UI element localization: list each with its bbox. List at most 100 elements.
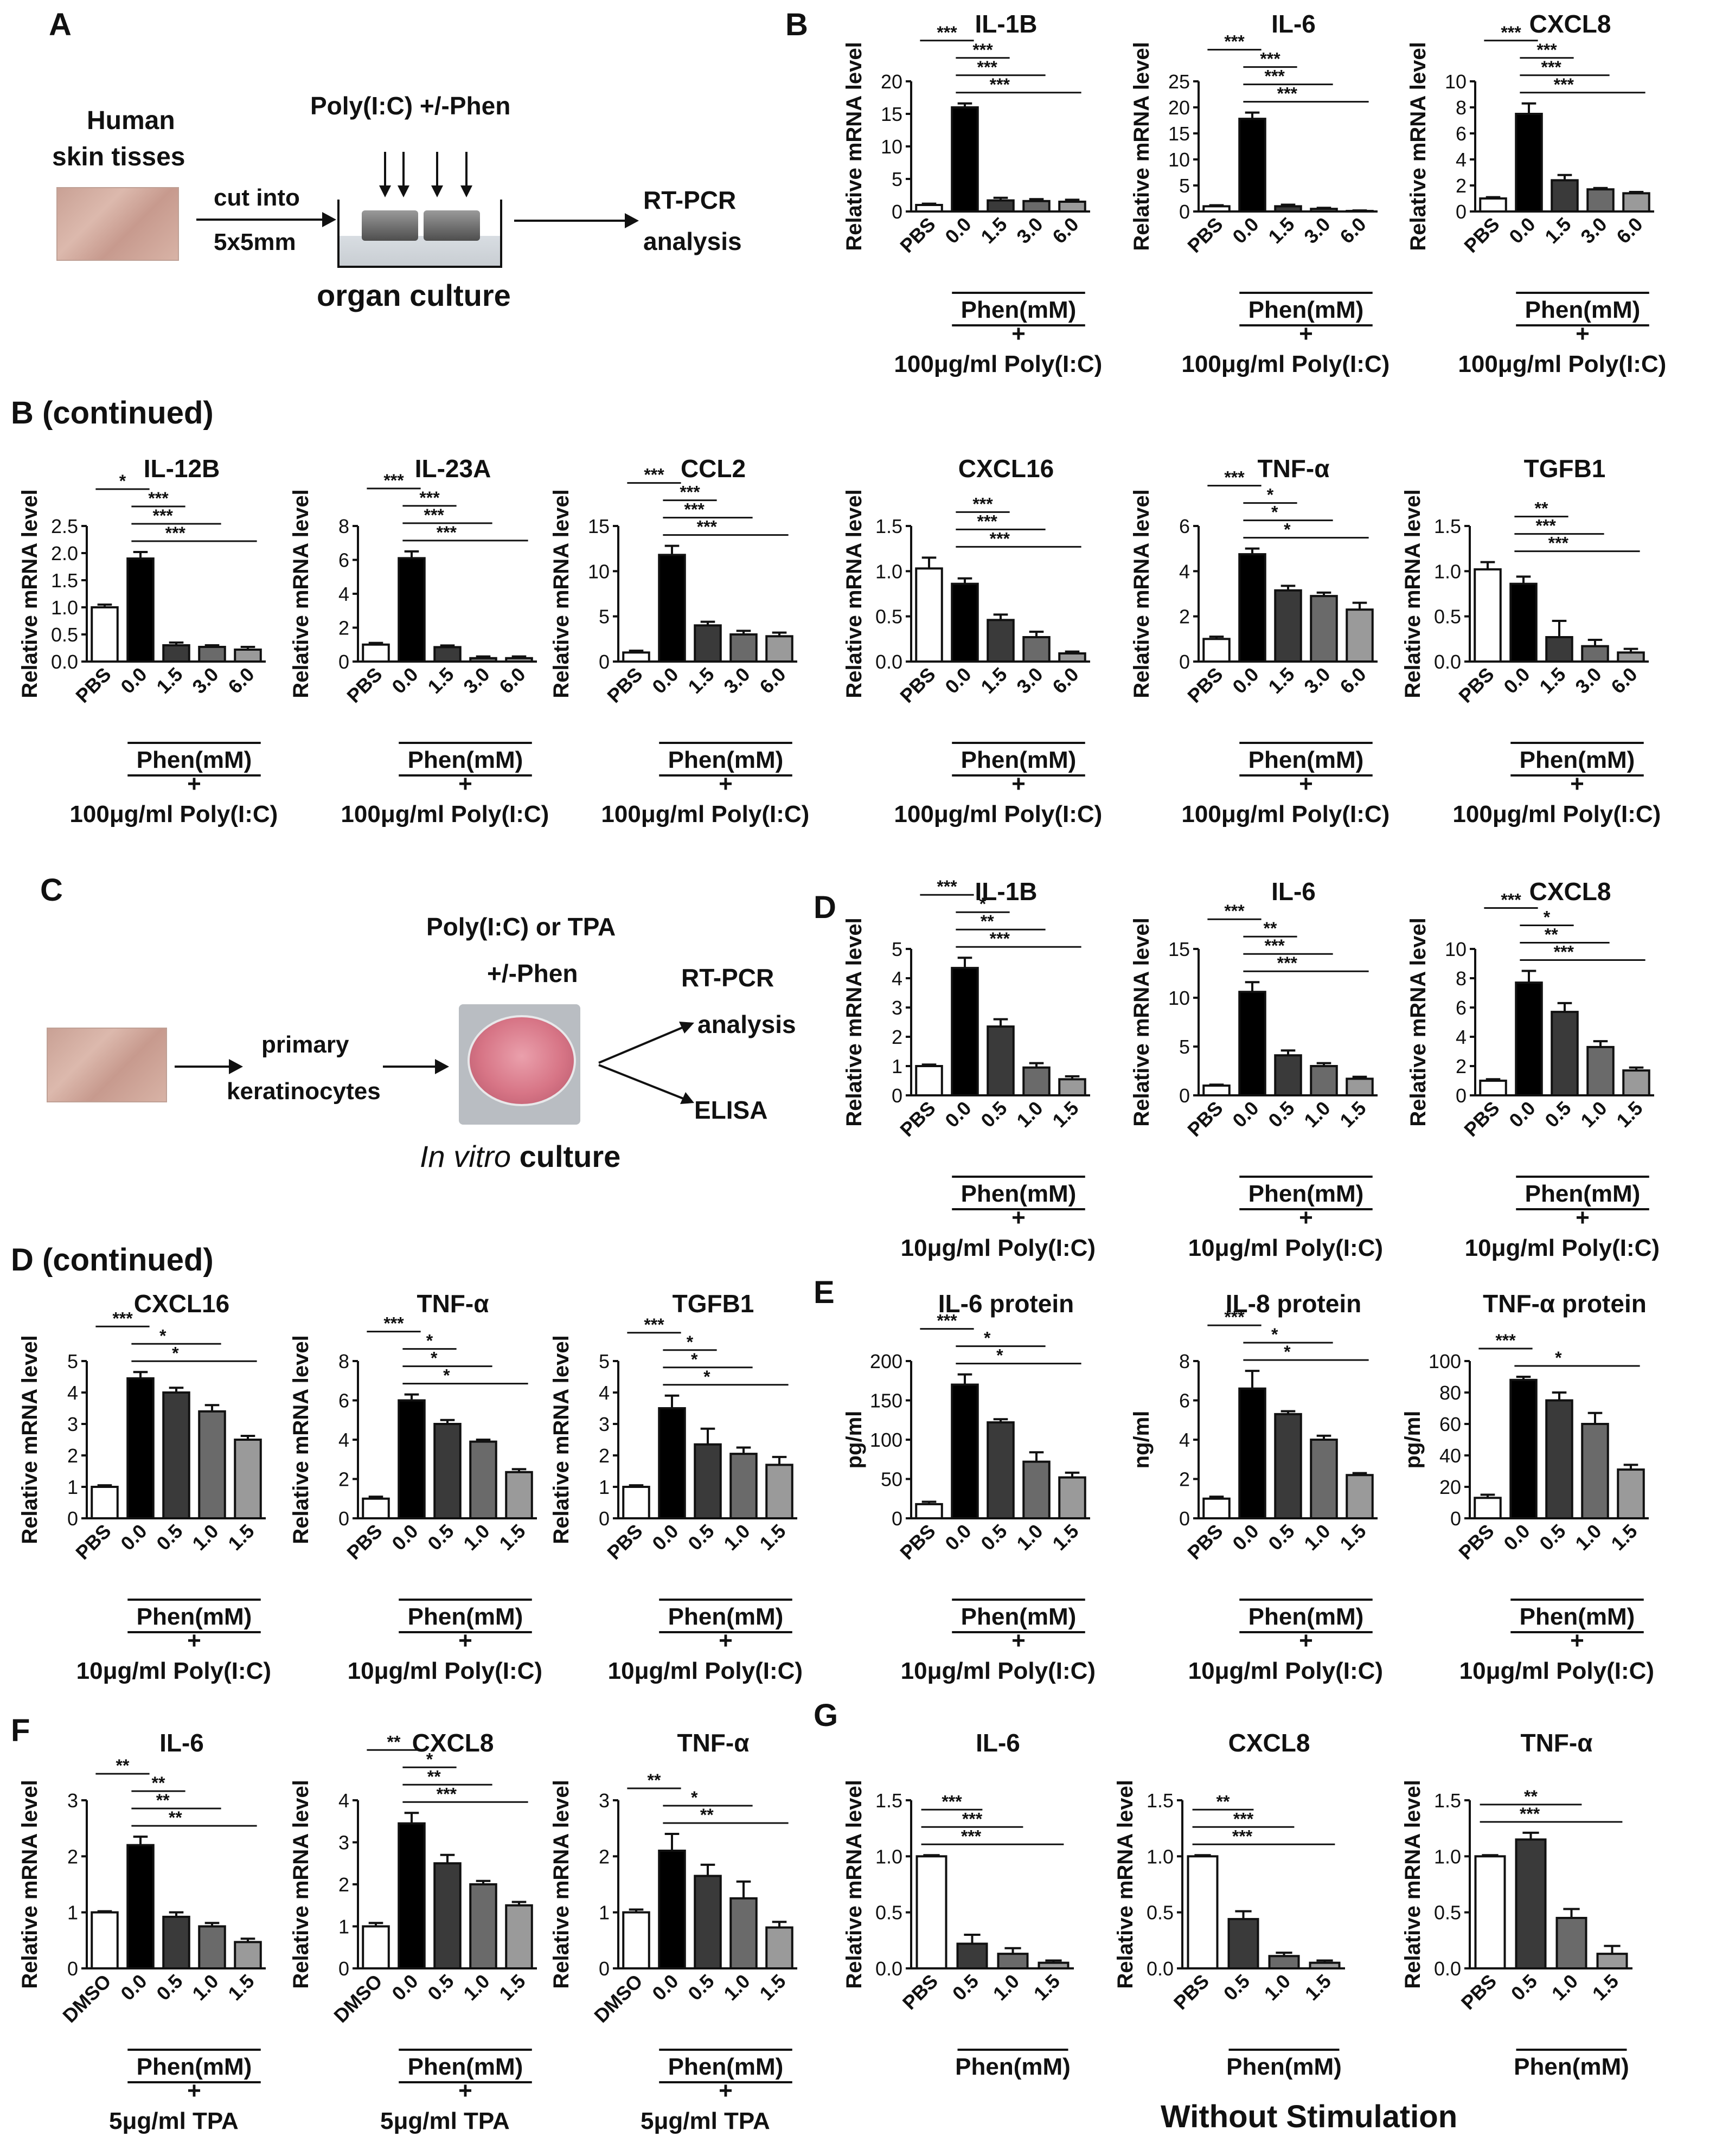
x-tick-label: 1.5 xyxy=(683,663,718,698)
bar xyxy=(1474,568,1502,663)
panel-label-c: C xyxy=(40,872,63,908)
y-tick-label: 150 xyxy=(870,1390,902,1412)
significance-label: * xyxy=(687,1332,694,1352)
x-tick-label: 1.0 xyxy=(188,1520,222,1555)
bar xyxy=(505,657,533,663)
x-tick-label: 1.5 xyxy=(1535,663,1570,698)
chart-title: CCL2 xyxy=(681,454,746,483)
panel-label-e: E xyxy=(814,1275,835,1310)
y-tick-label: 2 xyxy=(67,1845,78,1868)
significance-label: ** xyxy=(1545,925,1558,945)
bar xyxy=(126,557,155,663)
significance-label: *** xyxy=(1536,516,1557,536)
y-tick-label: 0.0 xyxy=(1434,1958,1461,1980)
y-axis-label: Relative mRNA level xyxy=(842,489,866,698)
arrow-down-icon xyxy=(460,152,472,197)
x-tick-label: 0.5 xyxy=(1264,1520,1298,1555)
tissue-piece-left xyxy=(362,210,418,241)
treatment-phen-label-c: +/-Phen xyxy=(487,959,578,987)
x-tick-label: 0.0 xyxy=(648,1970,682,2005)
treatment-label: 100μg/ml Poly(I:C) xyxy=(1458,351,1666,377)
significance-label: *** xyxy=(1224,901,1245,921)
bar xyxy=(1274,205,1302,213)
significance-label: ** xyxy=(1524,1787,1538,1806)
bar xyxy=(1515,1838,1547,1969)
panel-label-b-cont: B (continued) xyxy=(11,395,214,431)
significance-label: *** xyxy=(1224,468,1245,487)
x-tick-label: 0.0 xyxy=(1499,663,1534,698)
y-tick-label: 1.5 xyxy=(1434,1789,1461,1812)
significance-label: *** xyxy=(1265,67,1285,86)
y-tick-label: 0 xyxy=(892,201,902,223)
bar xyxy=(234,649,262,663)
treatment-label: 10μg/ml Poly(I:C) xyxy=(901,1658,1096,1684)
y-tick-label: 5 xyxy=(1179,175,1190,197)
y-tick-label: 1 xyxy=(338,1916,349,1938)
treatment-label: 5μg/ml TPA xyxy=(380,2108,510,2134)
x-tick-label: 0.0 xyxy=(116,1520,151,1555)
x-tick-label: 0.0 xyxy=(116,663,151,698)
significance-label: *** xyxy=(937,877,957,896)
panel-label-d: D xyxy=(814,890,836,925)
significance-label: * xyxy=(691,1350,698,1369)
significance-label: *** xyxy=(962,1809,983,1828)
y-axis-label: Relative mRNA level xyxy=(289,1780,313,1988)
bar xyxy=(1309,1961,1341,1969)
y-tick-label: 0 xyxy=(1179,201,1190,223)
x-tick-label: 6.0 xyxy=(1048,213,1083,248)
plus-sign: + xyxy=(719,771,733,797)
y-tick-label: 1.0 xyxy=(875,560,902,582)
y-tick-label: 50 xyxy=(881,1468,902,1491)
bar xyxy=(1238,1387,1266,1519)
x-tick-label: PBS xyxy=(1169,1970,1213,2014)
x-tick-label: 1.5 xyxy=(223,1970,258,2005)
rtpcr-label-c: RT-PCR xyxy=(681,964,774,992)
culture-word: culture xyxy=(511,1139,621,1173)
bar xyxy=(1310,208,1338,213)
analysis-label-c: analysis xyxy=(697,1010,796,1038)
y-axis-label: Relative mRNA level xyxy=(1401,489,1425,698)
bar xyxy=(505,1904,533,1969)
significance-label: * xyxy=(172,1343,179,1363)
panel-label-a: A xyxy=(49,7,72,42)
y-tick-label: 6 xyxy=(338,1390,349,1412)
in-vitro-culture-label: In vitro culture xyxy=(420,1139,620,1174)
x-group-label: Phen(mM) xyxy=(1520,747,1635,773)
bar xyxy=(997,1953,1029,1969)
bar xyxy=(398,557,426,663)
x-tick-label: 1.5 xyxy=(495,1970,529,2005)
output-label-1: RT-PCR xyxy=(643,186,737,214)
plus-sign: + xyxy=(1299,771,1313,797)
bar xyxy=(987,1421,1015,1519)
bar xyxy=(729,1453,758,1520)
x-tick-label: 0.0 xyxy=(1504,213,1539,248)
y-tick-label: 10 xyxy=(1168,149,1190,171)
significance-label: *** xyxy=(1277,953,1298,973)
significance-label: *** xyxy=(1520,1804,1540,1824)
bar xyxy=(469,1440,497,1519)
x-tick-label: 1.0 xyxy=(1012,1097,1047,1132)
significance-label: * xyxy=(431,1349,438,1368)
y-tick-label: 1.0 xyxy=(1434,1845,1461,1868)
significance-label: *** xyxy=(437,523,457,542)
x-group-label: Phen(mM) xyxy=(961,747,1077,773)
x-tick-label: 3.0 xyxy=(1012,213,1047,248)
x-tick-label: PBS xyxy=(898,1970,942,2014)
y-tick-label: 6 xyxy=(1456,123,1467,145)
arrow-up-right-icon xyxy=(598,1024,689,1064)
x-tick-label: 1.0 xyxy=(459,1520,494,1555)
significance-label: *** xyxy=(1554,942,1574,962)
chart-title: TNF-α xyxy=(417,1289,489,1318)
bar xyxy=(469,1883,497,1969)
significance-label: *** xyxy=(1233,1809,1254,1828)
x-tick-label: PBS xyxy=(1457,1970,1501,2014)
bar xyxy=(1509,1378,1538,1519)
bar xyxy=(1058,201,1086,213)
bar xyxy=(1617,651,1645,663)
y-tick-label: 20 xyxy=(1168,97,1190,119)
y-axis-label: Relative mRNA level xyxy=(18,1780,42,1988)
y-tick-label: 2 xyxy=(599,1445,610,1467)
x-tick-label: 3.0 xyxy=(1571,663,1605,698)
